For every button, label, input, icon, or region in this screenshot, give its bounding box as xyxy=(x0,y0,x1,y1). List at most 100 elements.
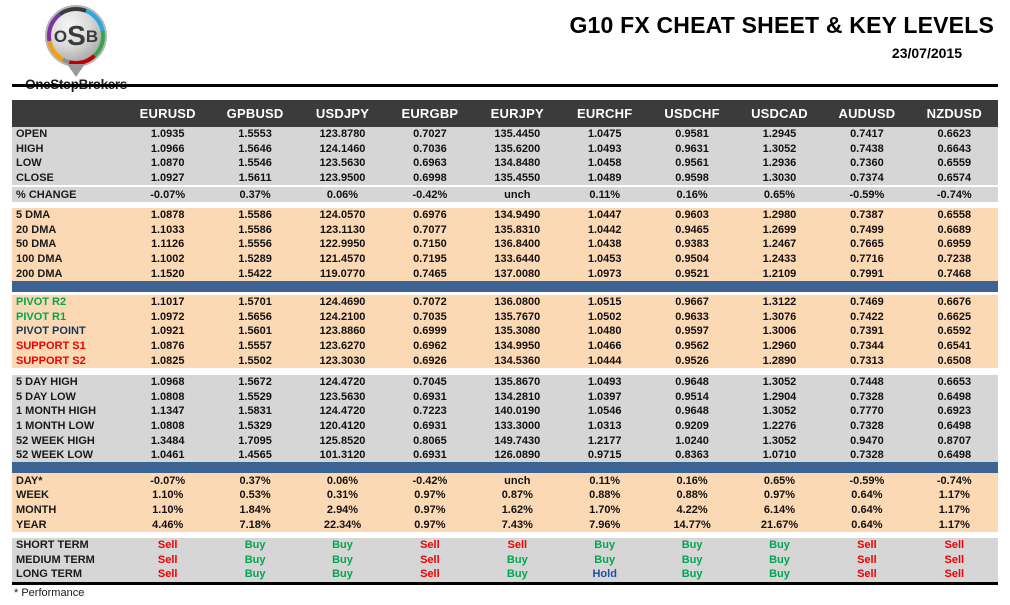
row-label: YEAR xyxy=(16,518,47,531)
table-cell: 0.37% xyxy=(239,188,271,201)
row-label: CLOSE xyxy=(16,172,54,185)
table-cell: 123.5630 xyxy=(319,157,366,170)
table-cell: 124.4720 xyxy=(319,376,366,389)
table-cell: 0.65% xyxy=(763,188,796,201)
row-label: SUPPORT S1 xyxy=(16,340,86,353)
table-cell: 1.5289 xyxy=(238,253,272,266)
table-cell: 1.3030 xyxy=(762,172,797,185)
table-row: DAY* -0.07% 0.37% 0.06% -0.42% unch 0.11% 0.16%… xyxy=(12,473,998,488)
table-cell: 0.16% xyxy=(676,474,708,487)
table-cell: 1.3076 xyxy=(762,310,797,323)
table-cell: -0.59% xyxy=(849,188,885,201)
table-cell: 1.10% xyxy=(152,489,184,502)
table-cell: 1.2433 xyxy=(762,253,797,266)
column-header: GPBUSD xyxy=(226,106,284,121)
table-cell: 1.0825 xyxy=(150,354,185,367)
table-cell: 135.8310 xyxy=(494,223,541,236)
table-cell: 1.0710 xyxy=(762,449,797,462)
table-cell: 121.4570 xyxy=(319,253,366,266)
table-cell: 0.6574 xyxy=(937,172,972,185)
table-cell: 0.7045 xyxy=(413,376,447,389)
table-cell: 0.6959 xyxy=(937,238,972,251)
column-header: EURJPY xyxy=(490,106,544,121)
row-label: OPEN xyxy=(16,128,48,141)
row-label: MEDIUM TERM xyxy=(16,553,95,566)
table-cell: 0.97% xyxy=(763,489,796,502)
table-cell: 0.9633 xyxy=(675,310,709,323)
table-cell: 101.3120 xyxy=(319,449,366,462)
table-cell: 1.0493 xyxy=(587,376,622,389)
row-label: 20 DMA xyxy=(16,223,57,236)
table-cell: 0.7991 xyxy=(850,267,884,280)
table-cell: 1.0442 xyxy=(587,223,622,236)
table-cell: 1.1033 xyxy=(150,223,185,236)
table-cell: 0.7391 xyxy=(850,325,884,338)
table-cell: 1.1002 xyxy=(150,253,185,266)
table-cell: 1.0438 xyxy=(587,238,622,251)
table-cell: 1.2177 xyxy=(587,434,622,447)
table-cell: 0.64% xyxy=(851,503,883,516)
table-cell: 1.0493 xyxy=(587,142,622,155)
header-divider xyxy=(12,84,998,87)
table-cell: 134.5360 xyxy=(494,354,541,367)
table-cell: 0.7313 xyxy=(850,354,884,367)
table-cell: 134.9950 xyxy=(494,340,541,353)
table-cell: -0.74% xyxy=(936,474,972,487)
table-cell: 1.5646 xyxy=(238,142,272,155)
table-cell: 1.0447 xyxy=(587,209,622,222)
table-cell: 1.0502 xyxy=(587,310,622,323)
table-cell: 0.7417 xyxy=(850,128,884,141)
table-cell: 0.7195 xyxy=(413,253,447,266)
column-header: EURCHF xyxy=(577,106,633,121)
table-cell: 1.3052 xyxy=(762,434,797,447)
table-cell: 1.0444 xyxy=(587,354,622,367)
table-cell: 1.0935 xyxy=(150,128,185,141)
row-label: PIVOT POINT xyxy=(16,325,86,338)
row-label: WEEK xyxy=(16,489,49,502)
table-cell: 126.0890 xyxy=(494,449,541,462)
table-cell: Buy xyxy=(506,568,528,581)
row-label: SHORT TERM xyxy=(16,539,89,552)
table-cell: 134.8480 xyxy=(494,157,541,170)
section-gap xyxy=(12,185,998,188)
table-cell: 124.0570 xyxy=(319,209,366,222)
table-row: 5 DAY LOW 1.0808 1.5529 123.5630 0.6931 134.2… xyxy=(12,390,998,405)
table-cell: 1.5557 xyxy=(238,340,272,353)
table-cell: 0.6963 xyxy=(413,157,447,170)
table-row: SHORT TERM Sell Buy Buy Sell Sell Buy Buy Buy Sel… xyxy=(12,538,998,553)
table-cell: 0.6976 xyxy=(413,209,447,222)
table-row: 100 DMA 1.1002 1.5289 121.4570 0.7195 133.644… xyxy=(12,252,998,267)
table-cell: 0.7036 xyxy=(413,142,447,155)
table-cell: 0.6623 xyxy=(937,128,972,141)
table-cell: 0.97% xyxy=(414,518,446,531)
table-cell: 0.8707 xyxy=(937,434,972,447)
table-cell: 0.06% xyxy=(326,188,359,201)
table-row: 50 DMA 1.1126 1.5556 122.9950 0.7150 136.8400… xyxy=(12,237,998,252)
table-cell: 0.9521 xyxy=(675,267,709,280)
table-row: MONTH 1.10% 1.84% 2.94% 0.97% 1.62% 1.70% 4.22%… xyxy=(12,503,998,518)
table-row: 5 DAY HIGH 1.0968 1.5672 124.4720 0.7045 135.… xyxy=(12,375,998,390)
table-row: 52 WEEK HIGH 1.3484 1.7095 125.8520 0.8065 14… xyxy=(12,433,998,448)
table-cell: 135.8670 xyxy=(494,376,541,389)
table-cell: 0.88% xyxy=(589,489,621,502)
table-cell: 0.9514 xyxy=(675,390,709,403)
table-row: SUPPORT S1 1.0876 1.5557 123.6270 0.6962 134.… xyxy=(12,339,998,354)
table-cell: 0.06% xyxy=(326,474,359,487)
table-cell: 137.0080 xyxy=(494,267,541,280)
table-cell: Buy xyxy=(332,568,353,581)
table-cell: 0.7238 xyxy=(937,253,972,266)
table-cell: 0.6625 xyxy=(937,310,972,323)
table-cell: 1.5556 xyxy=(238,238,272,251)
row-label: 5 DAY HIGH xyxy=(16,376,78,389)
row-label: PIVOT R1 xyxy=(16,310,67,323)
logo-letter-b: B xyxy=(85,26,99,46)
table-cell: Buy xyxy=(506,553,528,566)
table-cell: Sell xyxy=(857,539,877,552)
table-cell: 1.0870 xyxy=(150,157,185,170)
table-cell: Buy xyxy=(769,539,790,552)
table-cell: 123.5630 xyxy=(319,390,366,403)
column-header: AUDUSD xyxy=(838,106,896,121)
table-cell: 135.6200 xyxy=(494,142,541,155)
table-cell: 1.0466 xyxy=(587,340,622,353)
